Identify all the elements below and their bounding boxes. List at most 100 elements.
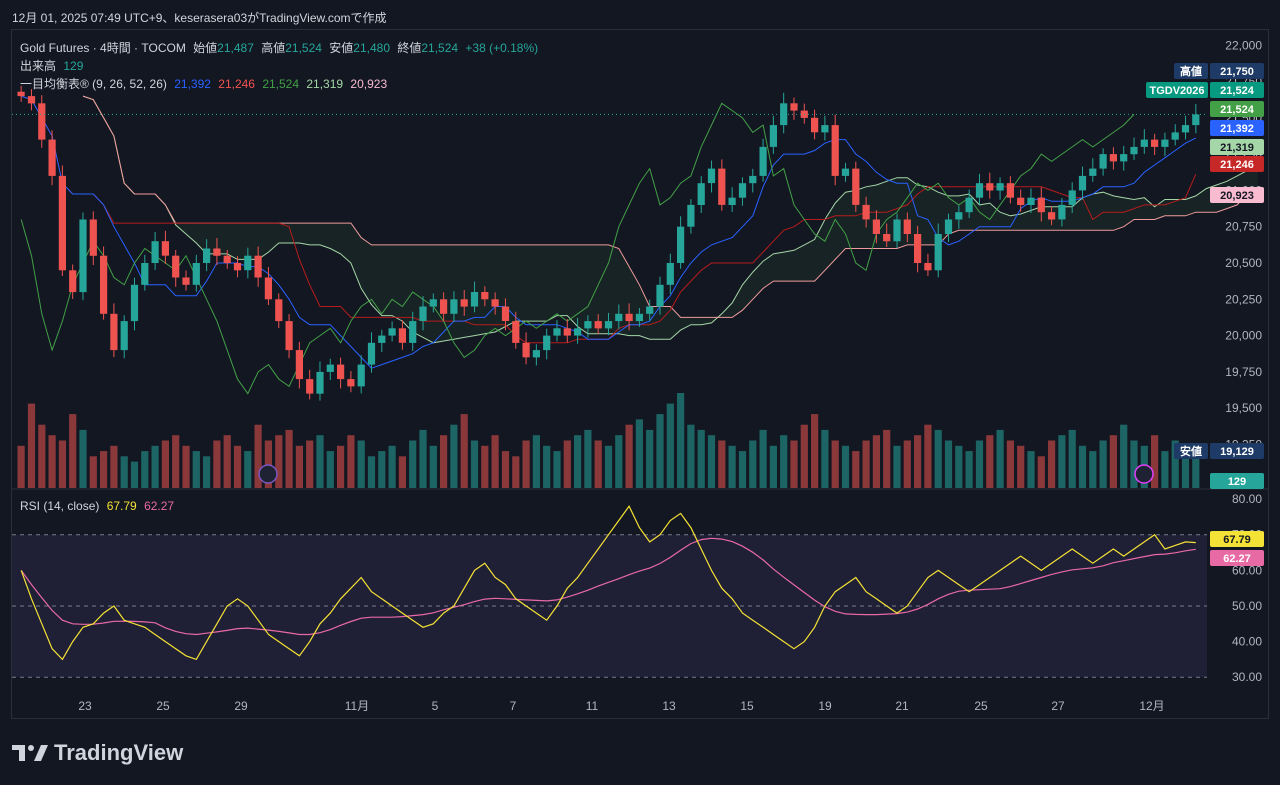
volume-bar [986, 435, 994, 488]
volume-bar [996, 429, 1004, 488]
volume-bar [254, 424, 262, 488]
price-label-value: 19,129 [1220, 446, 1254, 458]
candle-body [306, 379, 314, 394]
legend-low: 21,480 [353, 41, 390, 55]
candle-body [522, 342, 530, 358]
volume-bar [656, 414, 664, 488]
volume-bar [1181, 445, 1190, 488]
chart-canvas[interactable]: 22,00021,75021,50021,25021,00020,75020,5… [12, 30, 1268, 718]
candle-body [646, 306, 654, 314]
volume-bar [697, 429, 705, 488]
candle-body [69, 270, 77, 293]
candle-body [625, 313, 633, 322]
candle-body [604, 321, 613, 329]
candle-body [656, 284, 664, 307]
candle-body [574, 328, 582, 336]
volume-bar [975, 440, 984, 488]
candle-body [1058, 204, 1066, 220]
volume-bar [182, 445, 190, 488]
candle-body [141, 263, 149, 285]
price-label-bg [1210, 101, 1264, 117]
legend-open-label: 始値 [193, 41, 218, 55]
candle-body [48, 139, 56, 176]
candle-body [326, 364, 334, 372]
rsi-tick-label: 80.00 [1232, 492, 1262, 506]
candle-body [470, 292, 479, 307]
candle-body [677, 226, 685, 263]
date-tick-label: 11月 [345, 699, 369, 713]
price-scale-label: 高値 21,750 [1174, 63, 1264, 79]
candle-body [151, 241, 159, 263]
candle-body [790, 103, 798, 111]
volume-bar [1120, 424, 1128, 488]
candle-body [233, 263, 242, 271]
rsi-scale-label: 67.79 [1210, 531, 1264, 547]
candle-body [1130, 146, 1138, 155]
price-label-tag-bg [1174, 443, 1208, 459]
price-label-bg [1210, 187, 1264, 203]
price-label-value: 21,319 [1220, 142, 1254, 154]
candle-body [872, 219, 880, 234]
date-tick-label: 25 [974, 699, 988, 713]
tradingview-logo-icon [12, 745, 48, 761]
volume-bar [738, 451, 747, 488]
volume-bar [233, 445, 242, 488]
volume-bar [1058, 435, 1066, 488]
volume-bar [677, 393, 685, 488]
candle-body [1068, 190, 1076, 205]
volume-bar [841, 445, 850, 488]
volume-bar [831, 440, 839, 488]
candle-body [347, 379, 355, 387]
volume-bar [326, 451, 334, 488]
price-label-tag-bg [1146, 82, 1208, 98]
volume-bar [862, 440, 870, 488]
volume-bar [666, 403, 674, 488]
candle-body [1171, 132, 1179, 140]
volume-bar [17, 445, 25, 488]
candle-body [130, 284, 139, 322]
date-tick-label: 21 [895, 699, 909, 713]
volume-bar [1006, 440, 1014, 488]
legend-open: 21,487 [217, 41, 254, 55]
price-scale-label: 安値 19,129 [1174, 443, 1264, 459]
candle-body [965, 197, 973, 213]
price-label-bg [1210, 120, 1264, 136]
volume-bar [759, 429, 767, 488]
date-tick-label: 19 [818, 699, 832, 713]
tradingview-logo[interactable]: TradingView [12, 740, 183, 766]
volume-bar [79, 429, 87, 488]
volume-bar [130, 461, 139, 488]
volume-bar [646, 429, 654, 488]
volume-bar [110, 445, 118, 488]
rsi-label: RSI (14, close) [20, 499, 100, 513]
volume-bar [120, 456, 128, 488]
rsi-line [20, 505, 1196, 661]
volume-bar [223, 435, 231, 488]
volume-bar [285, 429, 293, 488]
volume-bar [914, 435, 922, 488]
rsi-ma-value: 62.27 [144, 499, 175, 513]
candle-body [254, 255, 262, 278]
ichimoku-tenkan: 21,392 [174, 77, 211, 91]
ichimoku-label: 一目均衡表® (9, 26, 52, 26) [20, 77, 167, 91]
volume-bar [58, 440, 66, 488]
candle-body [1109, 154, 1117, 162]
volume-bar [501, 451, 510, 488]
price-scale-label: 21,524 [1210, 101, 1264, 117]
rsi-label-bg [1210, 531, 1264, 547]
volume-bar [316, 435, 324, 488]
candle-body [1017, 197, 1025, 205]
volume-bar [780, 435, 788, 488]
candle-body [883, 234, 891, 242]
volume-bar [1109, 435, 1117, 488]
price-tick-label: 20,000 [1225, 329, 1262, 343]
candle-body [337, 364, 345, 380]
volume-bar [275, 435, 283, 488]
chart-frame[interactable]: 22,00021,75021,50021,25021,00020,75020,5… [11, 29, 1269, 719]
candle-body [841, 168, 850, 176]
candle-body [203, 248, 211, 263]
price-scale-label: TGDV2026 21,524 [1146, 82, 1264, 98]
price-label-value: 20,923 [1220, 190, 1254, 202]
candle-body [409, 321, 417, 343]
candle-body [738, 183, 747, 198]
